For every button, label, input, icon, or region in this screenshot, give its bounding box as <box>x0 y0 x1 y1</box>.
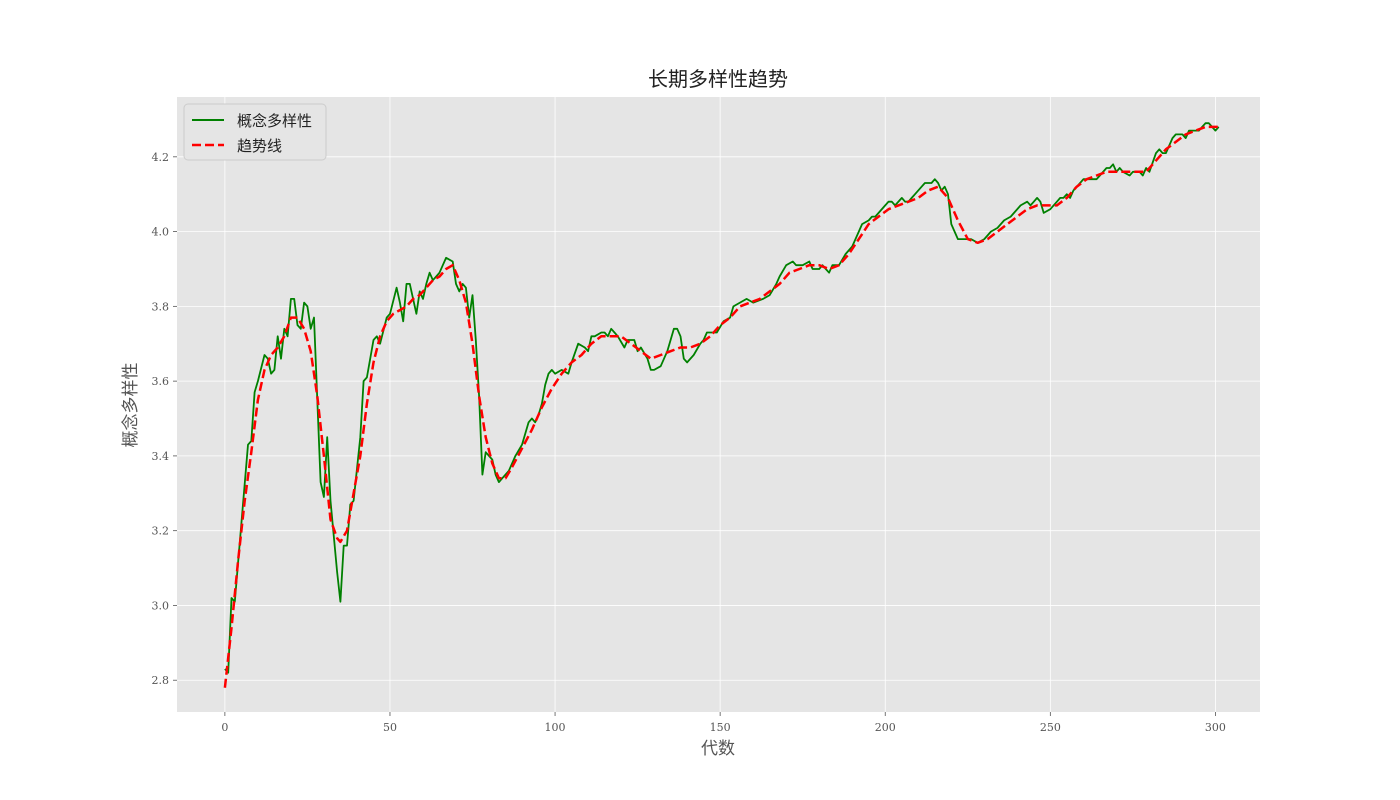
y-tick-label: 3.4 <box>152 450 170 463</box>
legend: 概念多样性 趋势线 <box>183 103 327 161</box>
y-tick-label: 3.0 <box>152 599 170 612</box>
x-tick-label: 100 <box>545 721 566 734</box>
x-axis-label: 代数 <box>701 739 735 759</box>
y-tick-label: 3.8 <box>152 300 170 313</box>
diversity-series-line <box>224 122 1220 674</box>
x-tick-label: 150 <box>710 721 731 734</box>
y-tick-label: 2.8 <box>152 674 170 687</box>
y-axis-label: 概念多样性 <box>120 363 141 448</box>
plot-background <box>177 97 1260 712</box>
chart-title: 长期多样性趋势 <box>648 67 788 91</box>
legend-label-diversity: 概念多样性 <box>237 112 312 130</box>
x-tick-label: 300 <box>1205 721 1226 734</box>
trend-series-line <box>223 125 1219 688</box>
x-tick-label: 200 <box>875 721 896 734</box>
axis-ticks: 0 50 100 150 200 250 300 2.8 3.0 3.2 3.4 3.6 3.8 4.0 4… <box>152 151 1226 734</box>
y-tick-label: 4.2 <box>152 151 170 164</box>
y-tick-label: 4.0 <box>152 226 170 239</box>
x-tick-label: 0 <box>221 721 228 734</box>
y-tick-label: 3.6 <box>152 375 170 388</box>
x-tick-label: 250 <box>1040 721 1061 734</box>
y-tick-label: 3.2 <box>152 525 170 538</box>
legend-label-trend: 趋势线 <box>237 137 282 155</box>
x-tick-label: 50 <box>383 721 397 734</box>
series-lines <box>223 122 1220 688</box>
